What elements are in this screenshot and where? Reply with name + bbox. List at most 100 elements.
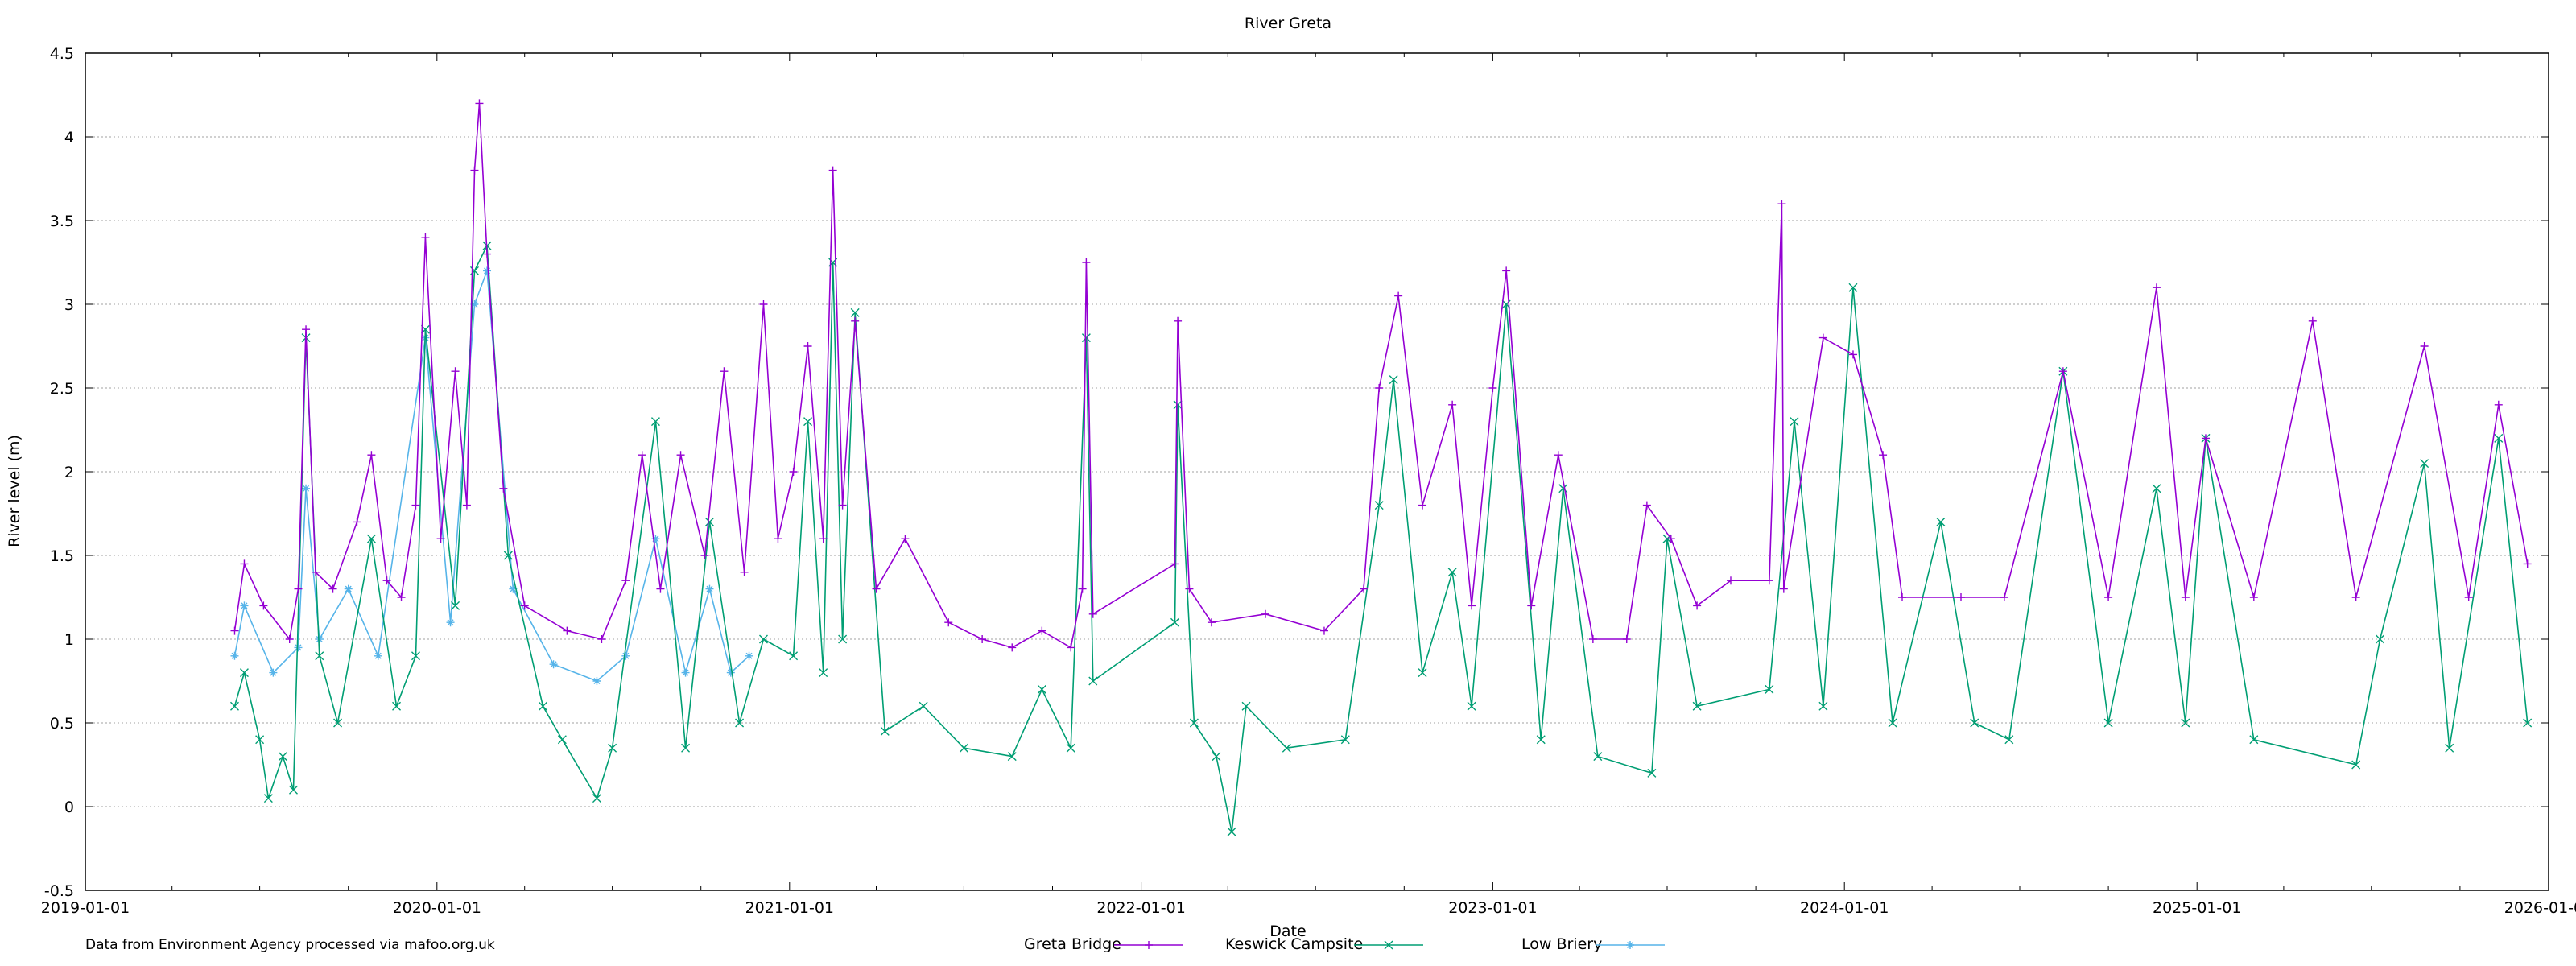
data-point-greta-bridge: [1067, 643, 1075, 652]
data-point-keswick-campsite: [2376, 634, 2385, 644]
data-point-keswick-campsite: [1088, 676, 1098, 686]
data-point-low-briery: [302, 484, 311, 493]
data-point-low-briery: [592, 677, 601, 685]
plot-frame: [85, 52, 2549, 891]
data-point-keswick-campsite: [1170, 617, 1179, 627]
y-tick-label: 3.5: [50, 213, 74, 230]
data-point-low-briery: [549, 660, 558, 669]
data-point-greta-bridge: [803, 342, 812, 350]
data-point-greta-bridge: [740, 568, 749, 576]
data-point-greta-bridge: [462, 501, 471, 510]
data-point-greta-bridge: [436, 535, 445, 543]
data-point-keswick-campsite: [239, 668, 249, 678]
data-point-greta-bridge: [2201, 434, 2210, 443]
data-point-keswick-campsite: [2523, 718, 2533, 728]
data-point-keswick-campsite: [1173, 400, 1183, 410]
data-point-low-briery: [509, 584, 518, 593]
data-point-keswick-campsite: [1558, 484, 1568, 493]
y-tick-label: 4: [64, 129, 74, 147]
data-point-greta-bridge: [1879, 451, 1888, 460]
data-point-greta-bridge: [1170, 559, 1179, 568]
data-point-greta-bridge: [759, 300, 768, 308]
data-point-keswick-campsite: [2103, 718, 2113, 728]
legend-label-low-briery: Low Briery: [1521, 935, 1603, 953]
data-point-keswick-campsite: [1447, 568, 1457, 577]
data-point-greta-bridge: [1078, 584, 1087, 593]
x-tick-label: 2019-01-01: [41, 899, 130, 917]
data-point-keswick-campsite: [2351, 760, 2361, 770]
data-point-keswick-campsite: [880, 726, 890, 736]
data-point-keswick-campsite: [2420, 459, 2429, 469]
data-point-greta-bridge: [312, 568, 320, 576]
data-point-greta-bridge: [676, 451, 685, 460]
data-point-keswick-campsite: [1536, 735, 1546, 745]
legend-marker-keswick-campsite: [1384, 940, 1393, 950]
data-point-greta-bridge: [872, 584, 881, 593]
data-point-keswick-campsite: [288, 785, 298, 795]
data-point-greta-bridge: [1502, 266, 1511, 275]
data-point-greta-bridge: [1448, 400, 1457, 409]
data-point-greta-bridge: [2464, 593, 2473, 601]
data-point-keswick-campsite: [503, 551, 513, 560]
y-tick-label: 3: [64, 296, 74, 314]
data-point-keswick-campsite: [2445, 743, 2454, 753]
x-tick-label: 2021-01-01: [745, 899, 834, 917]
data-point-greta-bridge: [944, 618, 953, 627]
data-point-keswick-campsite: [366, 534, 376, 543]
data-point-keswick-campsite: [1227, 827, 1236, 836]
data-point-greta-bridge: [1779, 584, 1788, 593]
data-point-greta-bridge: [470, 166, 479, 175]
data-point-low-briery: [446, 618, 455, 627]
data-point-greta-bridge: [1527, 601, 1536, 610]
data-point-greta-bridge: [1588, 635, 1597, 643]
x-tick-label: 2023-01-01: [1448, 899, 1537, 917]
data-point-greta-bridge: [285, 635, 294, 643]
data-point-greta-bridge: [1642, 501, 1651, 510]
data-point-low-briery: [705, 584, 714, 593]
data-point-keswick-campsite: [1007, 752, 1017, 762]
y-tick-label: 1.5: [50, 547, 74, 565]
y-tick-label: 2: [64, 464, 74, 481]
data-point-greta-bridge: [230, 626, 239, 635]
data-point-greta-bridge: [382, 576, 391, 585]
data-point-keswick-campsite: [263, 794, 273, 803]
data-point-keswick-campsite: [850, 308, 860, 317]
y-tick-label: 0.5: [50, 715, 74, 733]
data-source-footnote: Data from Environment Agency processed v…: [85, 937, 495, 953]
data-point-greta-bridge: [1394, 291, 1403, 300]
data-point-keswick-campsite: [838, 634, 848, 644]
data-point-keswick-campsite: [1241, 701, 1251, 711]
legend-label-greta-bridge: Greta Bridge: [1024, 935, 1121, 953]
data-point-greta-bridge: [1622, 635, 1631, 643]
data-point-keswick-campsite: [681, 743, 691, 753]
data-point-greta-bridge: [1848, 350, 1857, 359]
data-point-greta-bridge: [2104, 593, 2113, 601]
data-point-greta-bridge: [1319, 626, 1328, 635]
data-point-keswick-campsite: [278, 752, 287, 762]
data-point-low-briery: [240, 601, 249, 610]
data-point-keswick-campsite: [1888, 718, 1897, 728]
data-point-greta-bridge: [901, 535, 910, 543]
data-point-greta-bridge: [1185, 584, 1194, 593]
x-tick-label: 2020-01-01: [393, 899, 481, 917]
data-point-greta-bridge: [1207, 618, 1216, 627]
legend-item-greta-bridge: Greta Bridge: [1024, 935, 1121, 953]
data-point-keswick-campsite: [1389, 375, 1398, 385]
data-point-greta-bridge: [2351, 593, 2360, 601]
data-point-keswick-campsite: [2494, 433, 2504, 443]
data-point-keswick-campsite: [819, 668, 828, 678]
data-point-greta-bridge: [520, 601, 529, 610]
data-point-greta-bridge: [621, 576, 630, 585]
y-tick-label: -0.5: [44, 882, 74, 900]
x-axis-label: Date: [1269, 923, 1307, 940]
data-point-low-briery: [483, 266, 492, 275]
data-point-greta-bridge: [1174, 316, 1183, 325]
data-point-greta-bridge: [353, 518, 361, 526]
data-point-greta-bridge: [819, 535, 828, 543]
data-point-greta-bridge: [451, 367, 460, 376]
chart-title: River Greta: [1244, 14, 1332, 32]
x-tick-label: 2026-01-01: [2504, 899, 2576, 917]
data-point-low-briery: [230, 651, 239, 660]
data-point-greta-bridge: [1008, 643, 1017, 652]
